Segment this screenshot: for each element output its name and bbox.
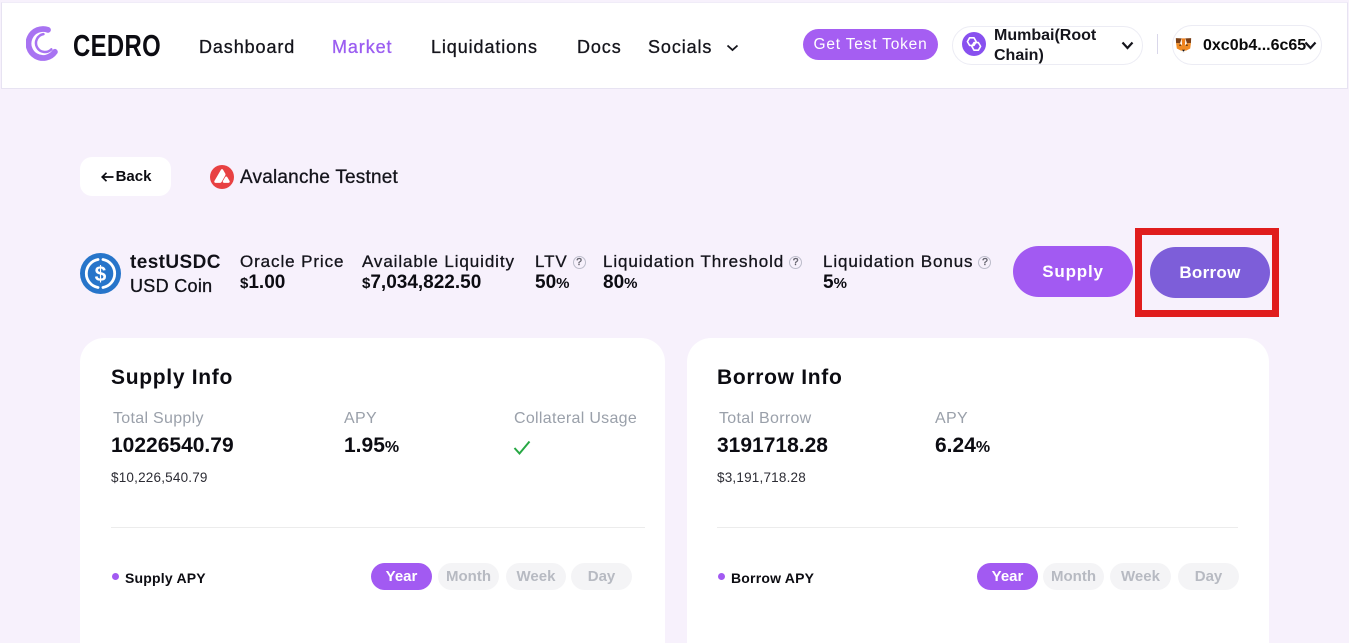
svg-text:$: $ <box>95 263 107 286</box>
